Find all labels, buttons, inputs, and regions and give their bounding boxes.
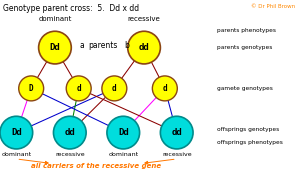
- Ellipse shape: [19, 76, 44, 101]
- Text: d: d: [162, 84, 167, 93]
- Text: parents genotypes: parents genotypes: [217, 45, 272, 50]
- Text: dd: dd: [171, 128, 182, 137]
- Text: offsprings phenotypes: offsprings phenotypes: [217, 140, 283, 145]
- Text: b: b: [124, 41, 129, 50]
- Text: recessive: recessive: [128, 16, 160, 22]
- Ellipse shape: [102, 76, 127, 101]
- Text: offsprings genotypes: offsprings genotypes: [217, 127, 279, 132]
- Ellipse shape: [53, 116, 86, 149]
- Text: dd: dd: [64, 128, 75, 137]
- Ellipse shape: [160, 116, 193, 149]
- Text: Dd: Dd: [118, 128, 129, 137]
- Ellipse shape: [128, 31, 160, 64]
- Text: parents: parents: [88, 41, 117, 50]
- Text: Dd: Dd: [11, 128, 22, 137]
- Text: all carriers of the recessive gene: all carriers of the recessive gene: [31, 163, 162, 169]
- Ellipse shape: [152, 76, 177, 101]
- Text: Genotype parent cross:  5.  Dd x dd: Genotype parent cross: 5. Dd x dd: [3, 4, 139, 13]
- Text: dominant: dominant: [38, 16, 72, 22]
- Text: gamete genotypes: gamete genotypes: [217, 86, 273, 91]
- Text: dominant: dominant: [1, 152, 31, 157]
- Ellipse shape: [39, 31, 71, 64]
- Text: recessive: recessive: [162, 152, 192, 157]
- Text: dominant: dominant: [108, 152, 138, 157]
- Text: dd: dd: [139, 43, 149, 52]
- Text: Dd: Dd: [50, 43, 60, 52]
- Ellipse shape: [66, 76, 91, 101]
- Text: recessive: recessive: [55, 152, 85, 157]
- Text: parents phenotypes: parents phenotypes: [217, 28, 276, 33]
- Text: © Dr Phil Brown: © Dr Phil Brown: [251, 4, 296, 9]
- Text: D: D: [29, 84, 34, 93]
- Text: a: a: [79, 41, 84, 50]
- Text: d: d: [76, 84, 81, 93]
- Ellipse shape: [0, 116, 33, 149]
- Ellipse shape: [107, 116, 140, 149]
- Text: d: d: [112, 84, 117, 93]
